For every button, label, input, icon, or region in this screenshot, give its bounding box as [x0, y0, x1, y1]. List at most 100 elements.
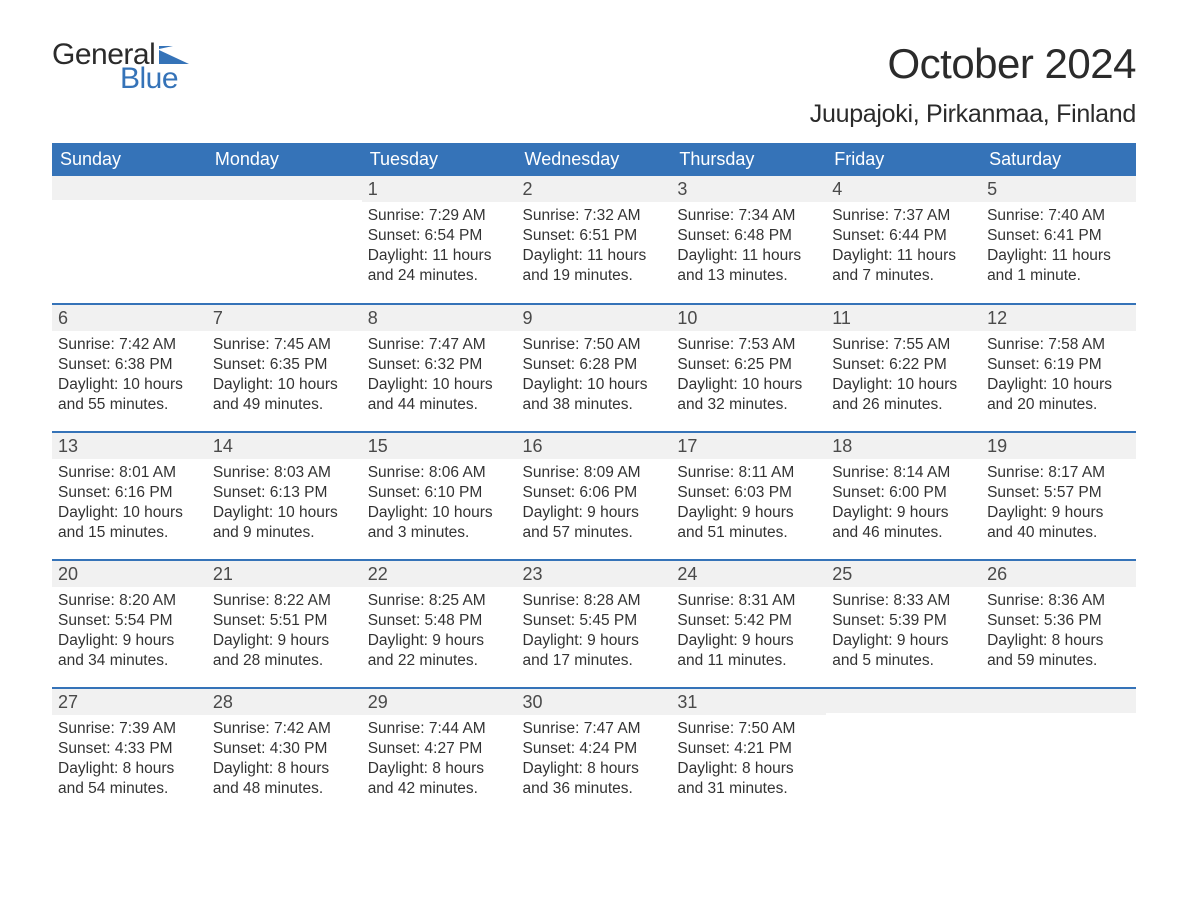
day-details: Sunrise: 7:47 AMSunset: 4:24 PMDaylight:… — [517, 715, 672, 803]
sunset-text: Sunset: 6:06 PM — [523, 483, 666, 503]
sunset-text: Sunset: 6:44 PM — [832, 226, 975, 246]
day-number: 27 — [52, 689, 207, 715]
sunrise-text: Sunrise: 7:47 AM — [368, 335, 511, 355]
sunset-text: Sunset: 4:21 PM — [677, 739, 820, 759]
sunset-text: Sunset: 6:48 PM — [677, 226, 820, 246]
daylight-text: Daylight: 9 hours and 17 minutes. — [523, 631, 666, 671]
daylight-text: Daylight: 9 hours and 40 minutes. — [987, 503, 1130, 543]
calendar-day-cell: 3Sunrise: 7:34 AMSunset: 6:48 PMDaylight… — [671, 176, 826, 304]
day-details: Sunrise: 7:50 AMSunset: 4:21 PMDaylight:… — [671, 715, 826, 803]
sunrise-text: Sunrise: 7:58 AM — [987, 335, 1130, 355]
sunset-text: Sunset: 6:32 PM — [368, 355, 511, 375]
sunrise-text: Sunrise: 8:25 AM — [368, 591, 511, 611]
day-details: Sunrise: 7:40 AMSunset: 6:41 PMDaylight:… — [981, 202, 1136, 290]
day-number: 25 — [826, 561, 981, 587]
day-number: 16 — [517, 433, 672, 459]
day-number: 1 — [362, 176, 517, 202]
calendar-week-row: 1Sunrise: 7:29 AMSunset: 6:54 PMDaylight… — [52, 176, 1136, 304]
day-details: Sunrise: 7:42 AMSunset: 4:30 PMDaylight:… — [207, 715, 362, 803]
daylight-text: Daylight: 11 hours and 1 minute. — [987, 246, 1130, 286]
sunrise-text: Sunrise: 8:17 AM — [987, 463, 1130, 483]
day-details: Sunrise: 7:32 AMSunset: 6:51 PMDaylight:… — [517, 202, 672, 290]
col-friday: Friday — [826, 143, 981, 176]
calendar-day-cell: 4Sunrise: 7:37 AMSunset: 6:44 PMDaylight… — [826, 176, 981, 304]
calendar-week-row: 27Sunrise: 7:39 AMSunset: 4:33 PMDayligh… — [52, 688, 1136, 816]
day-number: 31 — [671, 689, 826, 715]
day-details: Sunrise: 8:01 AMSunset: 6:16 PMDaylight:… — [52, 459, 207, 547]
day-details: Sunrise: 7:50 AMSunset: 6:28 PMDaylight:… — [517, 331, 672, 419]
sunset-text: Sunset: 4:27 PM — [368, 739, 511, 759]
sunrise-text: Sunrise: 8:14 AM — [832, 463, 975, 483]
sunrise-text: Sunrise: 7:50 AM — [677, 719, 820, 739]
calendar-day-cell — [52, 176, 207, 304]
sunrise-text: Sunrise: 7:55 AM — [832, 335, 975, 355]
day-number: 2 — [517, 176, 672, 202]
day-details: Sunrise: 7:45 AMSunset: 6:35 PMDaylight:… — [207, 331, 362, 419]
calendar-day-cell: 31Sunrise: 7:50 AMSunset: 4:21 PMDayligh… — [671, 688, 826, 816]
sunrise-text: Sunrise: 8:22 AM — [213, 591, 356, 611]
page-title: October 2024 — [887, 40, 1136, 88]
day-number: 17 — [671, 433, 826, 459]
sunrise-text: Sunrise: 7:47 AM — [523, 719, 666, 739]
day-details: Sunrise: 8:31 AMSunset: 5:42 PMDaylight:… — [671, 587, 826, 675]
daylight-text: Daylight: 8 hours and 48 minutes. — [213, 759, 356, 799]
day-details: Sunrise: 8:25 AMSunset: 5:48 PMDaylight:… — [362, 587, 517, 675]
day-number: 5 — [981, 176, 1136, 202]
day-number: 14 — [207, 433, 362, 459]
day-details: Sunrise: 8:22 AMSunset: 5:51 PMDaylight:… — [207, 587, 362, 675]
logo-word-blue: Blue — [120, 64, 189, 94]
calendar-day-cell: 25Sunrise: 8:33 AMSunset: 5:39 PMDayligh… — [826, 560, 981, 688]
day-number: 8 — [362, 305, 517, 331]
calendar-day-cell: 23Sunrise: 8:28 AMSunset: 5:45 PMDayligh… — [517, 560, 672, 688]
day-details: Sunrise: 8:09 AMSunset: 6:06 PMDaylight:… — [517, 459, 672, 547]
day-number: 18 — [826, 433, 981, 459]
day-number: 7 — [207, 305, 362, 331]
calendar-week-row: 20Sunrise: 8:20 AMSunset: 5:54 PMDayligh… — [52, 560, 1136, 688]
daylight-text: Daylight: 10 hours and 26 minutes. — [832, 375, 975, 415]
calendar-day-cell: 24Sunrise: 8:31 AMSunset: 5:42 PMDayligh… — [671, 560, 826, 688]
day-details: Sunrise: 8:33 AMSunset: 5:39 PMDaylight:… — [826, 587, 981, 675]
sunrise-text: Sunrise: 7:39 AM — [58, 719, 201, 739]
calendar-day-cell: 18Sunrise: 8:14 AMSunset: 6:00 PMDayligh… — [826, 432, 981, 560]
day-number: 24 — [671, 561, 826, 587]
title-block: October 2024 — [887, 40, 1136, 88]
daylight-text: Daylight: 11 hours and 24 minutes. — [368, 246, 511, 286]
day-details: Sunrise: 8:11 AMSunset: 6:03 PMDaylight:… — [671, 459, 826, 547]
day-number: 6 — [52, 305, 207, 331]
col-sunday: Sunday — [52, 143, 207, 176]
calendar-day-cell: 19Sunrise: 8:17 AMSunset: 5:57 PMDayligh… — [981, 432, 1136, 560]
calendar-day-cell: 12Sunrise: 7:58 AMSunset: 6:19 PMDayligh… — [981, 304, 1136, 432]
sunrise-text: Sunrise: 7:53 AM — [677, 335, 820, 355]
day-number: 13 — [52, 433, 207, 459]
day-number — [981, 689, 1136, 713]
sunset-text: Sunset: 6:13 PM — [213, 483, 356, 503]
daylight-text: Daylight: 11 hours and 13 minutes. — [677, 246, 820, 286]
sunset-text: Sunset: 4:30 PM — [213, 739, 356, 759]
sunrise-text: Sunrise: 8:31 AM — [677, 591, 820, 611]
calendar-week-row: 13Sunrise: 8:01 AMSunset: 6:16 PMDayligh… — [52, 432, 1136, 560]
sunset-text: Sunset: 6:51 PM — [523, 226, 666, 246]
col-monday: Monday — [207, 143, 362, 176]
day-details: Sunrise: 7:39 AMSunset: 4:33 PMDaylight:… — [52, 715, 207, 803]
calendar-day-cell: 8Sunrise: 7:47 AMSunset: 6:32 PMDaylight… — [362, 304, 517, 432]
day-details: Sunrise: 7:53 AMSunset: 6:25 PMDaylight:… — [671, 331, 826, 419]
daylight-text: Daylight: 8 hours and 54 minutes. — [58, 759, 201, 799]
daylight-text: Daylight: 8 hours and 31 minutes. — [677, 759, 820, 799]
daylight-text: Daylight: 10 hours and 20 minutes. — [987, 375, 1130, 415]
location-subtitle: Juupajoki, Pirkanmaa, Finland — [52, 100, 1136, 129]
sunrise-text: Sunrise: 7:44 AM — [368, 719, 511, 739]
calendar-day-cell: 27Sunrise: 7:39 AMSunset: 4:33 PMDayligh… — [52, 688, 207, 816]
sunset-text: Sunset: 6:41 PM — [987, 226, 1130, 246]
sunset-text: Sunset: 6:19 PM — [987, 355, 1130, 375]
day-number: 23 — [517, 561, 672, 587]
calendar-day-cell: 20Sunrise: 8:20 AMSunset: 5:54 PMDayligh… — [52, 560, 207, 688]
col-wednesday: Wednesday — [517, 143, 672, 176]
sunset-text: Sunset: 4:24 PM — [523, 739, 666, 759]
day-details: Sunrise: 8:17 AMSunset: 5:57 PMDaylight:… — [981, 459, 1136, 547]
daylight-text: Daylight: 8 hours and 59 minutes. — [987, 631, 1130, 671]
sunset-text: Sunset: 4:33 PM — [58, 739, 201, 759]
calendar-day-cell: 5Sunrise: 7:40 AMSunset: 6:41 PMDaylight… — [981, 176, 1136, 304]
day-details: Sunrise: 7:37 AMSunset: 6:44 PMDaylight:… — [826, 202, 981, 290]
sunset-text: Sunset: 5:45 PM — [523, 611, 666, 631]
calendar-day-cell: 17Sunrise: 8:11 AMSunset: 6:03 PMDayligh… — [671, 432, 826, 560]
